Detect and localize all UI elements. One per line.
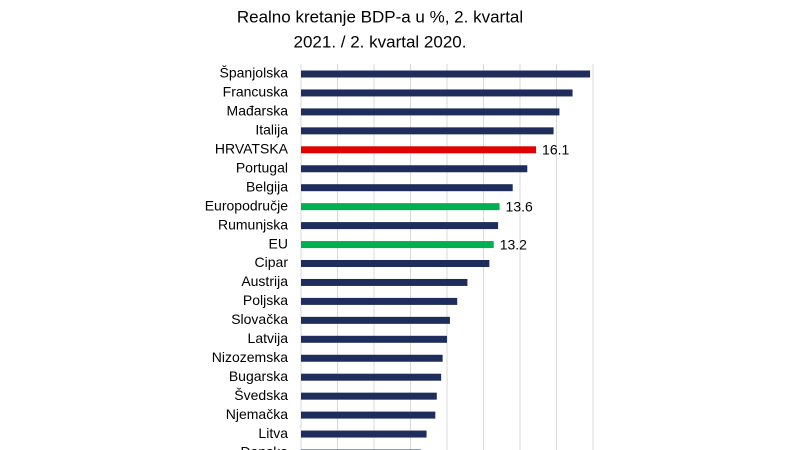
y-tick-label: Slovačka: [231, 311, 288, 327]
y-tick-label: Francuska: [223, 84, 289, 100]
bar: [301, 165, 528, 173]
bar: [301, 297, 458, 305]
y-tick-label: Belgija: [246, 178, 288, 194]
bar: [301, 430, 427, 438]
y-tick-label: Bugarska: [229, 368, 288, 384]
data-label: 13.2: [500, 236, 527, 252]
y-tick-label: Španjolska: [220, 65, 289, 81]
y-tick-label: Danska: [241, 444, 289, 450]
y-tick-label: Nizozemska: [212, 349, 288, 365]
bar: [301, 260, 490, 267]
bar: [301, 222, 499, 230]
y-tick-label: Švedska: [234, 387, 288, 403]
chart-title: 2021. / 2. kvartal 2020.: [294, 32, 467, 51]
chart-title: Realno kretanje BDP-a u %, 2. kvartal: [237, 7, 523, 26]
bar: [301, 203, 500, 211]
bar: [301, 373, 442, 381]
data-label: 16.1: [542, 142, 569, 158]
bar: [301, 392, 437, 400]
bar: [301, 146, 537, 154]
bar: [301, 127, 554, 135]
y-tick-label: Italija: [255, 122, 288, 138]
bar: [301, 316, 450, 324]
bar: [301, 278, 468, 286]
y-tick-label: Cipar: [255, 254, 289, 270]
y-tick-label: HRVATSKA: [215, 141, 289, 157]
bar: [301, 70, 591, 78]
y-tick-label: EU: [269, 235, 288, 251]
y-tick-label: Poljska: [243, 292, 288, 308]
bar: [301, 184, 513, 192]
bar: [301, 241, 494, 249]
y-tick-label: Latvija: [248, 330, 289, 346]
y-tick-label: Europodručje: [205, 197, 288, 213]
bar: [301, 411, 436, 419]
y-tick-label: Mađarska: [227, 103, 289, 119]
bar: [301, 354, 443, 362]
y-tick-label: Litva: [258, 425, 288, 441]
bar: [301, 89, 573, 97]
y-tick-label: Njemačka: [226, 406, 288, 422]
y-tick-label: Rumunjska: [218, 216, 288, 232]
data-label: 13.6: [506, 198, 533, 214]
bar: [301, 335, 447, 343]
y-tick-label: Austrija: [241, 273, 288, 289]
y-tick-label: Portugal: [236, 159, 288, 175]
bar: [301, 108, 560, 116]
